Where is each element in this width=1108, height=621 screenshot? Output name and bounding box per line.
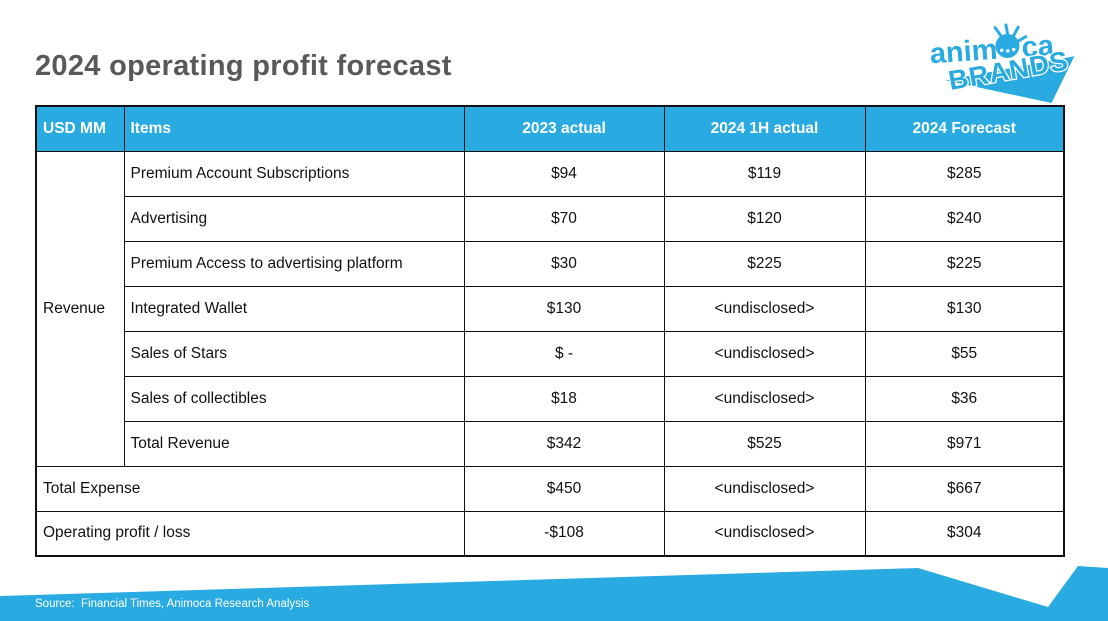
forecast-table: USD MM Items 2023 actual 2024 1H actual … bbox=[35, 105, 1065, 557]
item-cell: Premium Access to advertising platform bbox=[123, 240, 465, 287]
table-row: Advertising $70 $120 $240 bbox=[36, 195, 1065, 242]
value-cell: -$108 bbox=[463, 510, 665, 557]
value-cell: $130 bbox=[864, 285, 1065, 332]
item-cell: Sales of collectibles bbox=[123, 375, 465, 422]
animoca-brands-logo: anim ca BRANDS bbox=[929, 23, 1075, 104]
logo-text-animoca-suffix: ca bbox=[1020, 30, 1055, 64]
value-cell: $55 bbox=[864, 330, 1065, 377]
logo-text-animoca-prefix: anim bbox=[929, 34, 999, 71]
value-cell: $450 bbox=[463, 465, 665, 512]
table-row: Revenue Premium Account Subscriptions $9… bbox=[35, 150, 1065, 467]
value-cell: $525 bbox=[663, 420, 866, 467]
value-cell: $240 bbox=[864, 195, 1065, 242]
item-cell: Sales of Stars bbox=[123, 330, 465, 377]
logo-swoosh-triangle bbox=[945, 56, 1075, 104]
table-row: Operating profit / loss -$108 <undisclos… bbox=[35, 510, 1065, 557]
item-cell: Total Revenue bbox=[123, 420, 465, 467]
value-cell: $285 bbox=[864, 150, 1065, 197]
value-cell: $342 bbox=[463, 420, 665, 467]
value-cell: <undisclosed> bbox=[663, 375, 866, 422]
bug-icon bbox=[993, 23, 1028, 58]
table-row: Total Expense $450 <undisclosed> $667 bbox=[35, 465, 1065, 512]
item-cell: Integrated Wallet bbox=[123, 285, 465, 332]
item-cell: Advertising bbox=[123, 195, 465, 242]
value-cell: $30 bbox=[463, 240, 665, 287]
table-row: Integrated Wallet $130 <undisclosed> $13… bbox=[36, 285, 1065, 332]
summary-label-cell: Total Expense bbox=[35, 465, 465, 512]
table-row: Sales of collectibles $18 <undisclosed> … bbox=[36, 375, 1065, 422]
value-cell: $130 bbox=[463, 285, 665, 332]
value-cell: $225 bbox=[663, 240, 866, 287]
value-cell: $119 bbox=[663, 150, 866, 197]
table-row: Total Revenue $342 $525 $971 bbox=[36, 420, 1065, 467]
value-cell: $36 bbox=[864, 375, 1065, 422]
value-cell: $18 bbox=[463, 375, 665, 422]
summary-label-cell: Operating profit / loss bbox=[35, 510, 465, 557]
table-header-row: USD MM Items 2023 actual 2024 1H actual … bbox=[35, 105, 1065, 152]
value-cell: $120 bbox=[663, 195, 866, 242]
value-cell: <undisclosed> bbox=[663, 330, 866, 377]
table-row: Sales of Stars $ - <undisclosed> $55 bbox=[36, 330, 1065, 377]
value-cell: $70 bbox=[463, 195, 665, 242]
value-cell: $ - bbox=[463, 330, 665, 377]
value-cell: <undisclosed> bbox=[663, 465, 866, 512]
col-header-items: Items bbox=[123, 105, 465, 152]
value-cell: $94 bbox=[463, 150, 665, 197]
source-text: Source: Financial Times, Animoca Researc… bbox=[35, 598, 310, 610]
value-cell: $225 bbox=[864, 240, 1065, 287]
value-cell: $971 bbox=[864, 420, 1065, 467]
page-title: 2024 operating profit forecast bbox=[35, 50, 452, 82]
item-cell: Premium Account Subscriptions bbox=[123, 150, 465, 197]
value-cell: <undisclosed> bbox=[663, 510, 866, 557]
value-cell: <undisclosed> bbox=[663, 285, 866, 332]
footer-banner bbox=[0, 566, 1108, 621]
col-header-2024-forecast: 2024 Forecast bbox=[864, 105, 1065, 152]
table-row: Premium Access to advertising platform $… bbox=[36, 240, 1065, 287]
col-header-2023-actual: 2023 actual bbox=[463, 105, 665, 152]
value-cell: $667 bbox=[864, 465, 1065, 512]
col-header-usd-mm: USD MM bbox=[35, 105, 125, 152]
col-header-2024-1h-actual: 2024 1H actual bbox=[663, 105, 866, 152]
revenue-group-cell: Revenue bbox=[35, 150, 125, 467]
value-cell: $304 bbox=[864, 510, 1065, 557]
